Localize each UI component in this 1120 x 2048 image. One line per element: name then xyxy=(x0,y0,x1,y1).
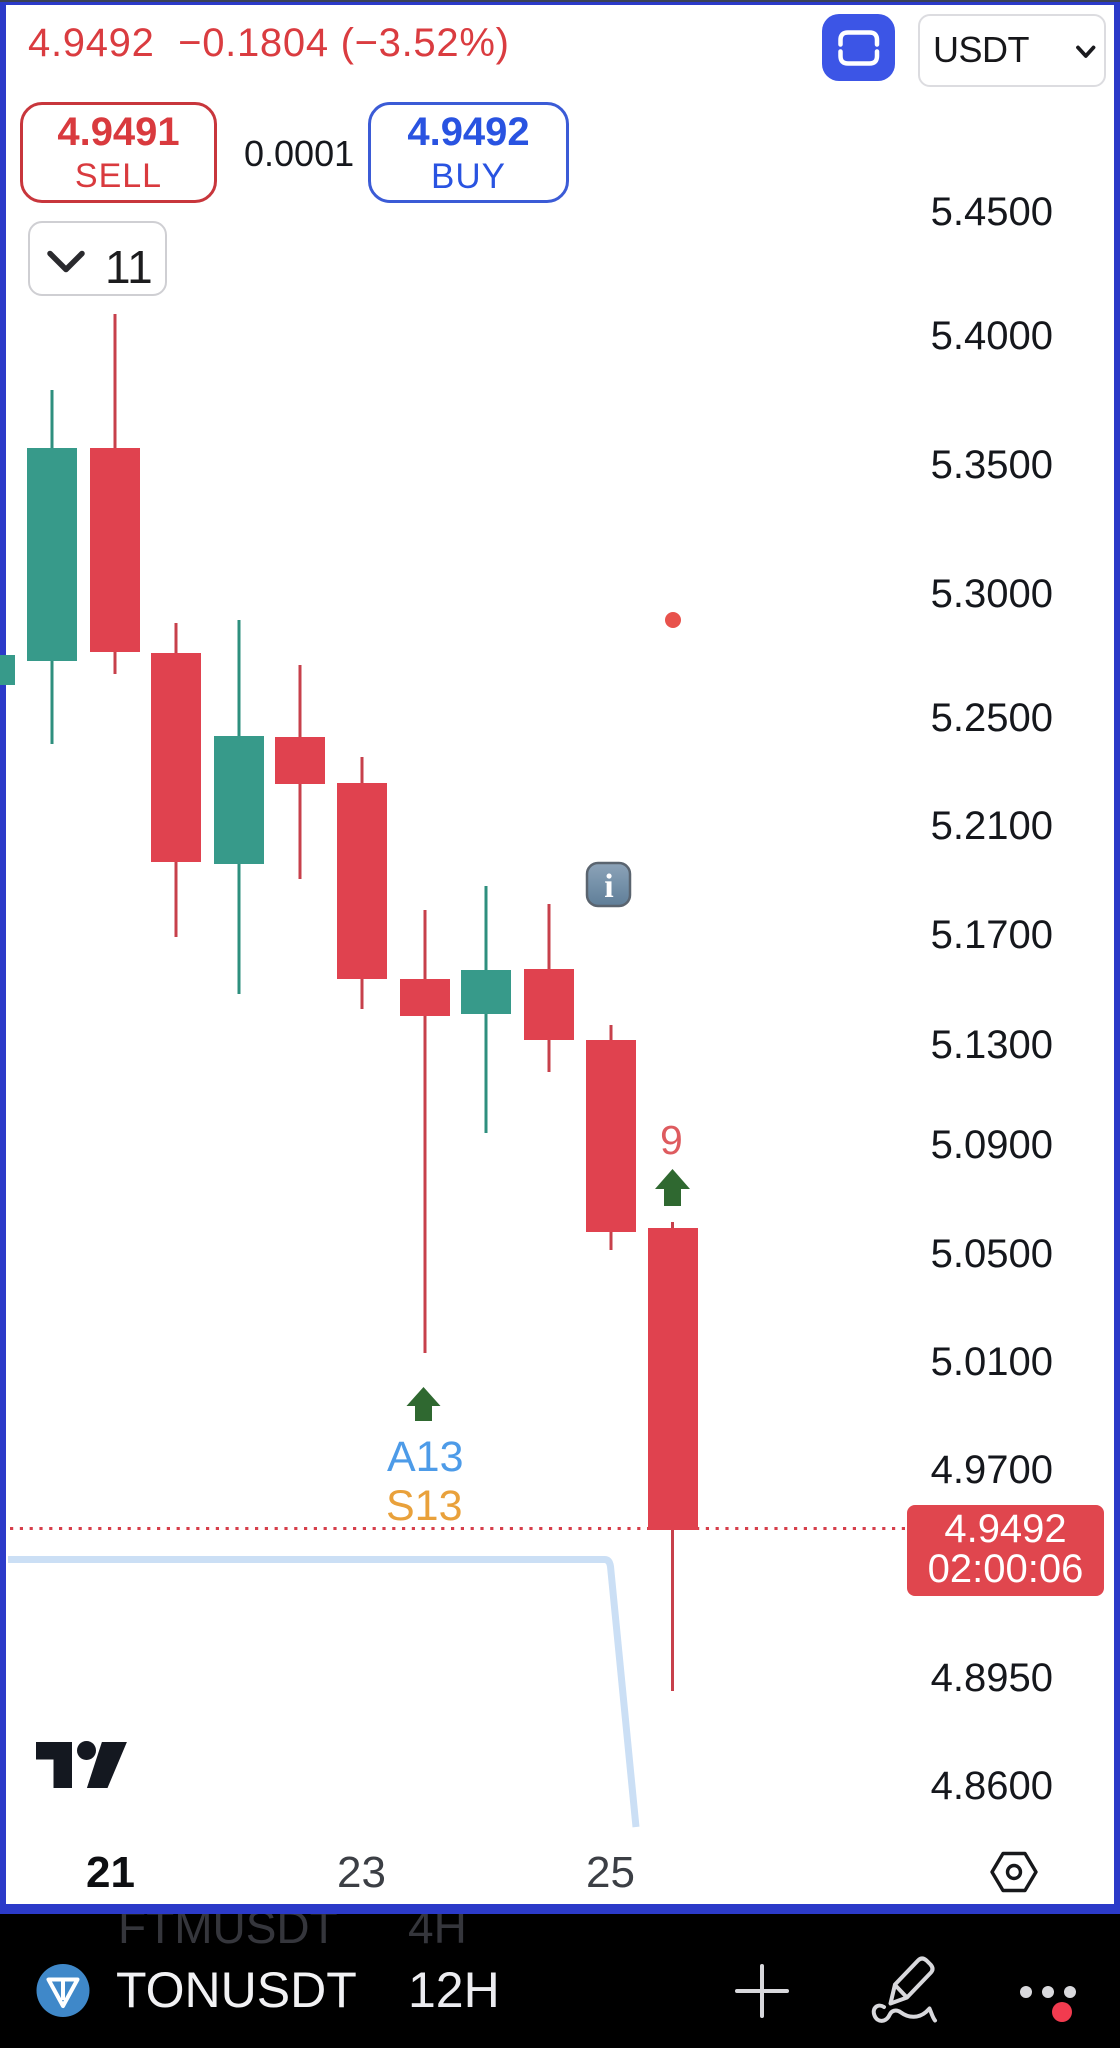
svg-text:i: i xyxy=(604,868,613,905)
